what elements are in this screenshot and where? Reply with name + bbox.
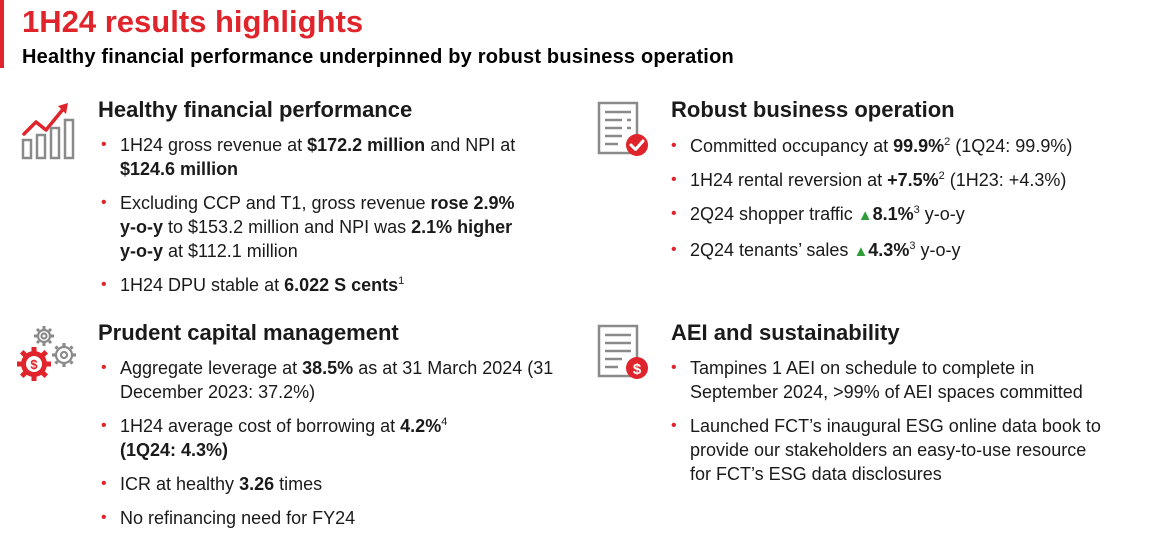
list-item: ICR at healthy 3.26 times [98, 472, 573, 496]
list-item: Committed occupancy at 99.9%2 (1Q24: 99.… [668, 134, 1138, 158]
bullet-list-financial: 1H24 gross revenue at $172.2 million and… [98, 133, 528, 307]
section-title-capital: Prudent capital management [98, 320, 399, 345]
gears-dollar-icon: $ [17, 326, 76, 381]
page-title: 1H24 results highlights [22, 4, 364, 39]
bullet-list-aei: Tampines 1 AEI on schedule to complete i… [668, 356, 1103, 496]
list-item: 1H24 gross revenue at $172.2 million and… [98, 133, 528, 181]
page-subtitle: Healthy financial performance underpinne… [22, 46, 734, 68]
section-title-operation: Robust business operation [671, 97, 955, 122]
list-item: 1H24 DPU stable at 6.022 S cents1 [98, 273, 528, 297]
section-title-financial: Healthy financial performance [98, 97, 413, 122]
footnote-ref: 3 [909, 240, 916, 252]
list-item: 2Q24 tenants’ sales ▲4.3%3 y-o-y [668, 238, 1138, 264]
list-item: Tampines 1 AEI on schedule to complete i… [668, 356, 1103, 404]
up-arrow-icon: ▲ [857, 207, 873, 224]
footnote-ref: 2 [944, 136, 951, 148]
footnote-ref: 1 [398, 275, 405, 287]
up-arrow-icon: ▲ [853, 243, 869, 260]
svg-text:$: $ [633, 361, 642, 378]
document-dollar-icon: $ [597, 324, 648, 379]
section-title-aei: AEI and sustainability [671, 320, 900, 345]
list-item: Launched FCT’s inaugural ESG online data… [668, 414, 1103, 486]
list-item: Excluding CCP and T1, gross revenue rose… [98, 191, 528, 263]
svg-text:$: $ [30, 357, 38, 372]
list-item: Aggregate leverage at 38.5% as at 31 Mar… [98, 356, 573, 404]
list-item: No refinancing need for FY24 [98, 506, 573, 530]
list-item: 1H24 rental reversion at +7.5%2 (1H23: +… [668, 168, 1138, 192]
accent-bar [0, 0, 4, 68]
list-item: 2Q24 shopper traffic ▲8.1%3 y-o-y [668, 202, 1138, 228]
bullet-list-operation: Committed occupancy at 99.9%2 (1Q24: 99.… [668, 134, 1138, 274]
document-check-icon [597, 101, 648, 156]
bar-chart-trend-icon [21, 103, 75, 160]
footnote-ref: 4 [441, 416, 448, 428]
footnote-ref: 3 [913, 204, 920, 216]
footnote-ref: 2 [938, 170, 945, 182]
bullet-list-capital: Aggregate leverage at 38.5% as at 31 Mar… [98, 356, 573, 540]
list-item: 1H24 average cost of borrowing at 4.2%4(… [98, 414, 573, 462]
